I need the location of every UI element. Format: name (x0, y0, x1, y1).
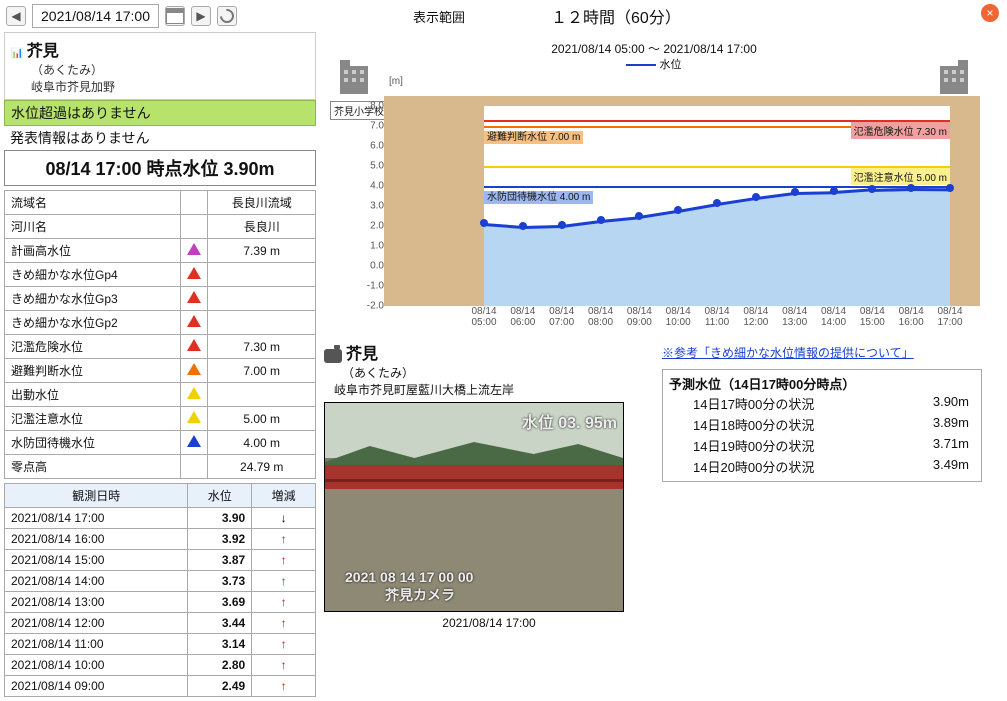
camera-kana: （あくたみ） (324, 364, 654, 381)
camera-block: 芥見 （あくたみ） 岐阜市芥見町屋藍川大橋上流左岸 水位 03. 95m 202… (324, 340, 654, 630)
chart-ground: 避難判断水位 7.00 m氾濫危険水位 7.30 m氾濫注意水位 5.00 m水… (384, 96, 980, 306)
info-value: 4.00 m (208, 431, 316, 455)
left-building-icon (334, 56, 374, 96)
table-row: 2021/08/14 11:003.14↑ (5, 634, 316, 655)
info-label: 氾濫危険水位 (5, 335, 181, 359)
info-label: きめ細かな水位Gp3 (5, 287, 181, 311)
table-row: 2021/08/14 12:003.44↑ (5, 613, 316, 634)
info-marker (181, 431, 208, 455)
info-label: 出動水位 (5, 383, 181, 407)
info-label: 避難判断水位 (5, 359, 181, 383)
obs-header-a: 増減 (252, 484, 316, 508)
status-exceed: 水位超過はありません (4, 100, 316, 126)
info-value: 24.79 m (208, 455, 316, 479)
water-level-chart: 2021/08/14 05:00 ～ 2021/08/14 17:00 水位 [… (324, 36, 984, 336)
top-toolbar: ◀ 2021/08/14 17:00 ▶ 表示範囲 １２時間（60分） (0, 0, 1007, 32)
info-value: 5.00 m (208, 407, 316, 431)
info-value (208, 287, 316, 311)
camera-overlay-ts: 2021 08 14 17 00 00 (345, 569, 473, 585)
info-label: きめ細かな水位Gp4 (5, 263, 181, 287)
info-marker (181, 215, 208, 239)
obs-header-v: 水位 (188, 484, 252, 508)
table-row: 2021/08/14 09:002.49↑ (5, 676, 316, 697)
reference-link-block: ※参考「きめ細かな水位情報の提供について」 (662, 344, 982, 361)
observation-table: 観測日時 水位 増減 2021/08/14 17:003.90↓2021/08/… (4, 483, 316, 697)
camera-timestamp: 2021/08/14 17:00 (324, 616, 654, 630)
chart-river: 避難判断水位 7.00 m氾濫危険水位 7.30 m氾濫注意水位 5.00 m水… (484, 106, 950, 306)
info-table: 流域名長良川流域河川名長良川計画高水位7.39 mきめ細かな水位Gp4きめ細かな… (4, 190, 316, 479)
info-marker (181, 335, 208, 359)
forecast-row: 14日19時00分の状況3.71m (669, 435, 975, 456)
info-label: 零点高 (5, 455, 181, 479)
calendar-button[interactable] (165, 6, 185, 26)
reference-link[interactable]: ※参考「きめ細かな水位情報の提供について」 (662, 346, 914, 360)
forecast-row: 14日17時00分の状況3.90m (669, 393, 975, 414)
station-kana: （あくたみ） (11, 61, 309, 78)
status-announce: 発表情報はありません (4, 126, 316, 150)
reload-button[interactable] (217, 6, 237, 26)
station-location: 岐阜市芥見加野 (11, 78, 309, 95)
table-row: 2021/08/14 16:003.92↑ (5, 529, 316, 550)
info-marker (181, 407, 208, 431)
info-marker (181, 383, 208, 407)
table-row: 2021/08/14 14:003.73↑ (5, 571, 316, 592)
info-marker (181, 311, 208, 335)
range-label: 表示範囲 (413, 7, 465, 26)
info-marker (181, 239, 208, 263)
camera-location: 岐阜市芥見町屋藍川大橋上流左岸 (324, 381, 654, 398)
close-icon[interactable]: × (981, 4, 999, 22)
info-marker (181, 359, 208, 383)
info-marker (181, 191, 208, 215)
obs-header-dt: 観測日時 (5, 484, 188, 508)
right-building-icon (934, 56, 974, 96)
info-label: 計画高水位 (5, 239, 181, 263)
info-label: 流域名 (5, 191, 181, 215)
forecast-panel: 予測水位（14日17時00分時点） 14日17時00分の状況3.90m14日18… (662, 369, 982, 482)
info-marker (181, 263, 208, 287)
station-header: 📊 芥見 （あくたみ） 岐阜市芥見加野 (4, 32, 316, 100)
camera-overlay-name: 芥見カメラ (385, 585, 455, 605)
chart-plot (484, 106, 950, 306)
info-value (208, 311, 316, 335)
station-name: 芥見 (27, 43, 59, 60)
info-value: 7.39 m (208, 239, 316, 263)
forecast-row: 14日18時00分の状況3.89m (669, 414, 975, 435)
datetime-field[interactable]: 2021/08/14 17:00 (32, 4, 159, 28)
forecast-row: 14日20時00分の状況3.49m (669, 456, 975, 477)
info-value (208, 383, 316, 407)
table-row: 2021/08/14 13:003.69↑ (5, 592, 316, 613)
info-value: 長良川流域 (208, 191, 316, 215)
table-row: 2021/08/14 17:003.90↓ (5, 508, 316, 529)
camera-name: 芥見 (346, 346, 378, 363)
camera-icon (324, 349, 342, 363)
current-level: 08/14 17:00 時点水位 3.90m (4, 150, 316, 186)
info-value: 7.30 m (208, 335, 316, 359)
info-label: 氾濫注意水位 (5, 407, 181, 431)
info-label: 河川名 (5, 215, 181, 239)
y-unit: [m] (389, 76, 403, 87)
x-axis: 08/1405:0008/1406:0008/1407:0008/1408:00… (384, 306, 980, 332)
forecast-header: 予測水位（14日17時00分時点） (669, 374, 975, 393)
calendar-icon (166, 8, 184, 24)
camera-overlay-level: 水位 03. 95m (522, 409, 617, 433)
chart-legend: 水位 (324, 56, 984, 72)
range-select[interactable]: １２時間（60分） (551, 4, 681, 28)
info-marker (181, 287, 208, 311)
prev-button[interactable]: ◀ (6, 6, 26, 26)
chart-title: 2021/08/14 05:00 ～ 2021/08/14 17:00 (324, 40, 984, 57)
next-button[interactable]: ▶ (191, 6, 211, 26)
info-label: 水防団待機水位 (5, 431, 181, 455)
info-value: 7.00 m (208, 359, 316, 383)
info-marker (181, 455, 208, 479)
reload-icon (217, 6, 237, 26)
table-row: 2021/08/14 15:003.87↑ (5, 550, 316, 571)
info-value (208, 263, 316, 287)
info-value: 長良川 (208, 215, 316, 239)
table-row: 2021/08/14 10:002.80↑ (5, 655, 316, 676)
camera-image[interactable]: 水位 03. 95m 2021 08 14 17 00 00 芥見カメラ (324, 402, 624, 612)
info-label: きめ細かな水位Gp2 (5, 311, 181, 335)
y-axis: -2.0-1.00.01.02.03.04.05.06.07.08.0 (366, 96, 384, 306)
